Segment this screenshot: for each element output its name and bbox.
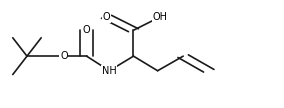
Text: O: O (103, 12, 110, 22)
Text: NH: NH (102, 66, 117, 76)
Text: OH: OH (153, 12, 168, 22)
Text: O: O (60, 51, 68, 61)
Text: O: O (83, 25, 90, 35)
